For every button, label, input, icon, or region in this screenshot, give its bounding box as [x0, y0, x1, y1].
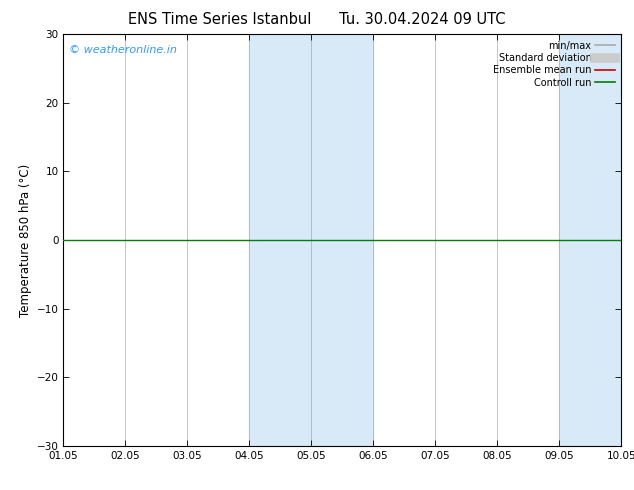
- Text: © weatheronline.in: © weatheronline.in: [69, 45, 177, 54]
- Bar: [249, 34, 311, 446]
- Bar: [311, 34, 373, 446]
- Bar: [559, 34, 621, 446]
- Legend: min/max, Standard deviation, Ensemble mean run, Controll run: min/max, Standard deviation, Ensemble me…: [489, 37, 619, 92]
- Y-axis label: Temperature 850 hPa (°C): Temperature 850 hPa (°C): [20, 164, 32, 317]
- Text: ENS Time Series Istanbul      Tu. 30.04.2024 09 UTC: ENS Time Series Istanbul Tu. 30.04.2024 …: [128, 12, 506, 27]
